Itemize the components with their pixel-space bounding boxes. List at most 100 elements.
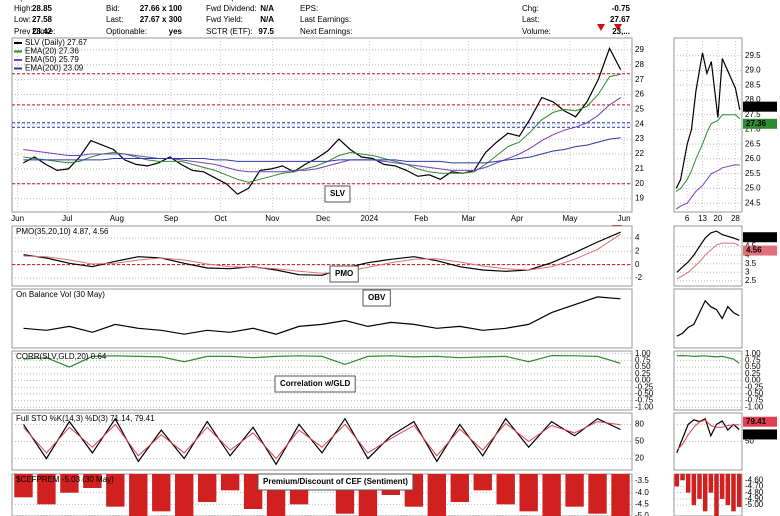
bar [702,474,708,512]
y-tick-label: 80 [635,420,644,429]
series-line [676,419,740,451]
y-tick-label: -0.25 [745,382,764,391]
panel-frame [11,288,633,349]
bar [152,474,171,512]
y-tick-label: 28 [635,60,644,69]
y-tick-label: -5.00 [745,500,764,509]
y-tick-label: 50 [745,437,754,446]
header-value: N/A [260,4,274,13]
panel-title: $CEFPREM -5.03 (30 May) [16,475,114,484]
header-label: Prev Close: [14,27,55,36]
price-tag-label: 71.14 [746,430,767,439]
bar [708,474,714,493]
y-tick-label: 27.5 [745,110,761,119]
y-tick-label: 0.25 [635,369,651,378]
bar [565,474,584,507]
x-tick-label: Jun [11,214,24,223]
x-tick-label: Apr [511,214,524,223]
x-tick-label: 13 [698,214,707,223]
bar [691,474,697,506]
header-label: Ask: [106,0,122,2]
panel-frame [11,225,633,287]
header-value: -2.64% [605,0,630,2]
series-line [23,354,621,368]
y-tick-label: -0.50 [635,389,654,398]
header-value: 27.67 [610,15,631,24]
x-tick-label: Feb [414,214,428,223]
panel-frame [673,473,743,516]
y-tick-label: 4 [635,233,640,242]
y-tick-label: -1.00 [745,402,764,411]
bar [685,474,691,493]
arrow [597,24,605,31]
bar [725,474,731,506]
y-tick-label: 29.5 [745,51,761,60]
y-tick-label: 22 [635,149,644,158]
y-tick-label: -4.60 [745,475,764,484]
y-tick-label: 3.5 [745,259,757,268]
header-value: 97.5 [258,27,274,36]
header-label: Low: [14,15,31,24]
header-label: Fwd Dividend: [206,4,257,13]
panel-title: On Balance Vol (30 May) [16,290,105,299]
bar [588,474,607,514]
y-tick-label: 2 [635,246,640,255]
annotation: SLV [330,189,346,198]
bar [473,474,492,491]
x-tick-label: Dec [316,214,330,223]
legend-label: SLV (Daily) 27.67 [25,38,88,47]
price-tag-label: 4.56 [746,246,762,255]
arrow [614,24,622,31]
y-tick-label: 1.00 [635,349,651,358]
header-label: Volume: [522,27,551,36]
y-tick-label: -2 [635,273,643,282]
y-tick-label: -0.25 [635,382,654,391]
y-tick-label: 25.0 [745,184,761,193]
y-tick-label: 25 [635,104,644,113]
series-line [676,354,740,364]
series-line [23,421,621,460]
bar [736,474,742,507]
annotation: Correlation w/GLD [280,379,350,388]
series-line [675,52,741,189]
y-tick-label: 1.00 [745,349,761,358]
bar [60,474,79,493]
x-tick-label: 2024 [360,214,378,223]
series-line [675,114,741,192]
bar [731,474,736,512]
bar [175,474,194,516]
series-line [23,137,621,164]
bar [697,474,702,499]
price-tag-label: 4.87 [746,232,762,241]
x-tick-label: 6 [685,214,690,223]
panel-title: CORR(SLV,GLD,20) 0.64 [16,352,107,361]
y-tick-label: 0.00 [635,376,651,385]
series-line [676,242,740,280]
series-line [676,299,740,337]
x-tick-label: Jun [618,214,631,223]
y-tick-label: -0.50 [745,389,764,398]
panel-frame [673,37,743,213]
y-tick-label: 3 [745,267,750,276]
header-label: Last: [522,15,539,24]
series-line [23,231,621,276]
header-label: Fwd Yield: [206,15,243,24]
legend-label: EMA(50) 25.79 [25,55,79,64]
header-value: N/A [260,15,274,24]
panel-title: Full STO %K(14,3) %D(3) 71.14, 79.41 [16,414,155,423]
y-tick-label: 28.5 [745,80,761,89]
price-tag [743,101,777,112]
annotation-box [324,185,351,203]
header-value: 27.66 x 100 [140,4,183,13]
y-tick-label: -4.90 [745,494,764,503]
series-line [676,417,740,454]
annotation-box [329,265,359,283]
header-label: Mkt Cap: [206,0,238,2]
y-tick-label: -4.5 [635,499,649,508]
y-tick-label: 0.75 [635,355,651,364]
x-tick-label: May [562,214,577,223]
legend-label: EMA(200) 23.09 [25,64,84,73]
y-tick-label: -4.0 [635,488,649,497]
x-tick-label: Jul [62,214,72,223]
y-tick-label: 25.5 [745,169,761,178]
